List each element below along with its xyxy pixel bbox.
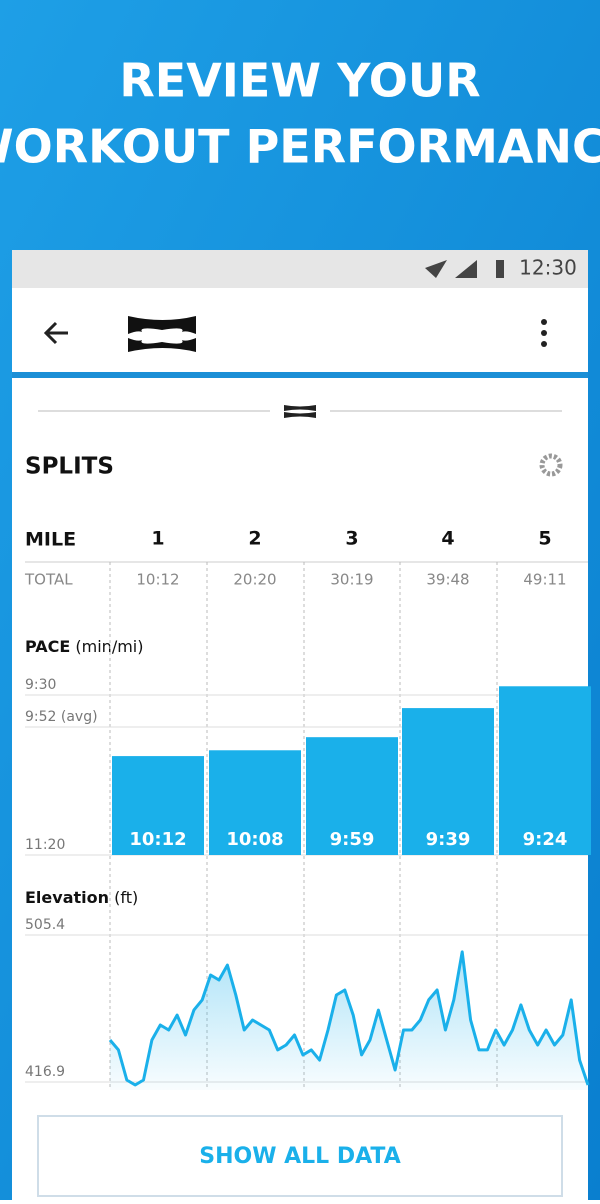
bar-label: 9:39 xyxy=(426,829,471,850)
status-icons xyxy=(425,260,504,278)
mile-number: 1 xyxy=(151,528,164,550)
y-tick-label: 9:30 xyxy=(25,677,56,693)
y-tick-label: 416.9 xyxy=(25,1064,65,1080)
elevation-title: Elevation (ft) xyxy=(25,888,138,907)
status-bar xyxy=(12,250,588,288)
total-label: TOTAL xyxy=(24,571,73,589)
mile-label: MILE xyxy=(25,529,76,551)
bar-label: 10:12 xyxy=(129,829,186,850)
mile-number: 4 xyxy=(441,528,454,550)
bar xyxy=(306,737,398,855)
elevation-title: Elevation xyxy=(25,888,109,907)
bar-label: 9:59 xyxy=(330,829,375,850)
bar xyxy=(112,756,204,855)
logo xyxy=(128,316,196,352)
small-logo xyxy=(284,405,316,418)
app-bar-edge xyxy=(12,372,588,378)
mile-number: 5 xyxy=(538,528,551,550)
y-tick-label: 9:52 (avg) xyxy=(25,709,98,725)
headline: WORKOUT PERFORMANCE xyxy=(0,120,600,174)
mile-number: 2 xyxy=(248,528,261,550)
total-time: 49:11 xyxy=(523,571,566,589)
menu-button[interactable] xyxy=(541,319,547,347)
headline: REVIEW YOUR xyxy=(119,54,480,108)
button-label[interactable]: SHOW ALL DATA xyxy=(199,1144,401,1169)
elevation-line xyxy=(108,950,590,1087)
settings[interactable] xyxy=(539,453,563,477)
total-time: 20:20 xyxy=(233,571,276,589)
pace-unit: (min/mi) xyxy=(75,637,143,656)
total-time: 39:48 xyxy=(426,571,469,589)
y-tick-label: 505.4 xyxy=(25,917,65,933)
pace-title: PACE xyxy=(25,637,70,656)
bar xyxy=(402,708,494,855)
section-title: SPLITS xyxy=(25,454,114,480)
app-bar xyxy=(12,288,588,372)
bar xyxy=(499,686,591,855)
elevation-unit: (ft) xyxy=(114,888,138,907)
bar xyxy=(209,750,301,855)
elevation-area xyxy=(110,951,588,1090)
total-time: 30:19 xyxy=(330,571,373,589)
clock: 12:30 xyxy=(519,256,577,280)
total-time: 10:12 xyxy=(136,571,179,589)
back-button[interactable] xyxy=(43,321,68,345)
bar-label: 10:08 xyxy=(226,829,283,850)
show-all-button[interactable] xyxy=(37,1115,563,1197)
pace-title: PACE (min/mi) xyxy=(25,637,143,656)
y-tick-label: 11:20 xyxy=(25,837,65,853)
mile-number: 3 xyxy=(345,528,358,550)
bar-label: 9:24 xyxy=(523,829,568,850)
